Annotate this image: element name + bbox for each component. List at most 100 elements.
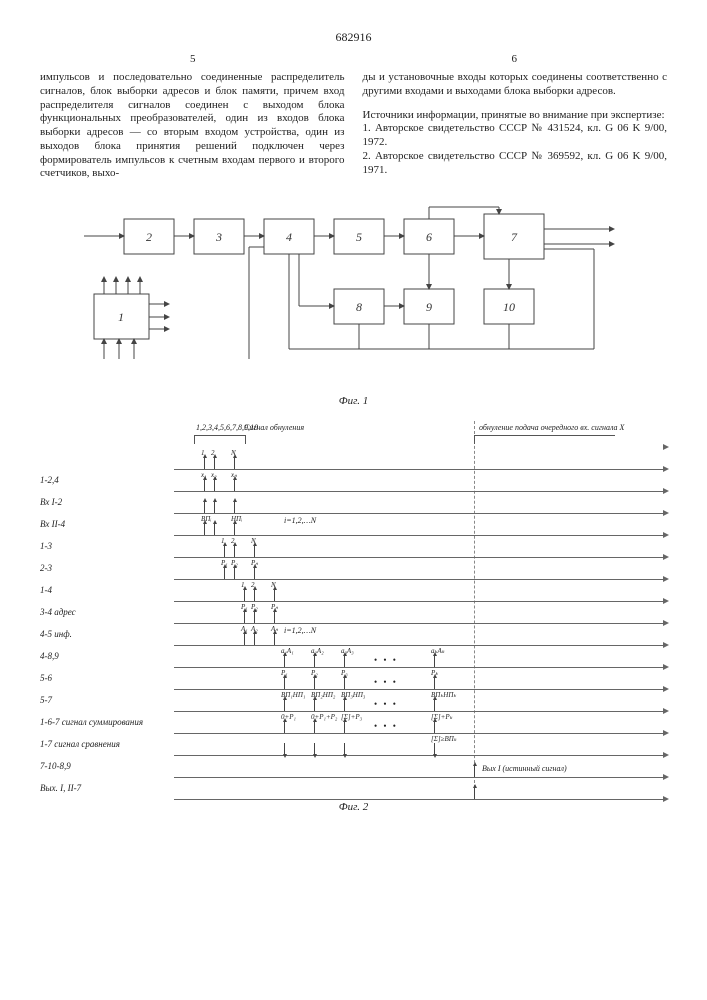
timing-pulse: N xyxy=(274,589,276,601)
timing-row-label: 1-3 xyxy=(40,541,174,551)
timing-track xyxy=(174,777,667,800)
block-8-label: 8 xyxy=(356,300,362,314)
timing-pulse: A₁ xyxy=(244,633,246,645)
timing-track: Вых I (истинный сигнал) xyxy=(174,755,667,778)
timing-row-label: 5-6 xyxy=(40,673,174,683)
timing-track: ВП₁НП₁ВП₂НП₂ВП₃НП₃ВПₖНПₖ• • • xyxy=(174,689,667,712)
timing-row-label: 3-4 адрес xyxy=(40,607,174,617)
timing-pulse: Pₖ xyxy=(434,677,436,689)
timing-track: ВПᵢНПᵢi=1,2,…N xyxy=(174,513,667,536)
timing-row-label: Вх I-2 xyxy=(40,497,174,507)
timing-pulse: 1 xyxy=(204,457,206,469)
timing-track: 12N xyxy=(174,535,667,558)
timing-row-label: Вх II-4 xyxy=(40,519,174,529)
timing-pulse xyxy=(234,501,236,513)
timing-pulse: P₁ xyxy=(244,611,246,623)
timing-row-label: 1-7 сигнал сравнения xyxy=(40,739,174,749)
timing-pulse: x₁ xyxy=(204,479,206,491)
timing-pulse: P₁ xyxy=(284,677,286,689)
timing-pulse: P₁ xyxy=(224,567,226,579)
timing-pulse: ВП₃НП₃ xyxy=(344,699,346,711)
block-4-label: 4 xyxy=(286,230,292,244)
column-numbers: 5 6 xyxy=(40,53,667,65)
timing-row: Вх II-4ВПᵢНПᵢi=1,2,…N xyxy=(40,513,667,535)
block-6-label: 6 xyxy=(426,230,432,244)
timing-pulse: 0+P₁ xyxy=(284,721,286,733)
timing-row-label: 5-7 xyxy=(40,695,174,705)
timing-pulse: Pₙ xyxy=(274,611,276,623)
timing-row-label: 4-5 инф. xyxy=(40,629,174,639)
block-5-label: 5 xyxy=(356,230,362,244)
timing-row: 5-6P₁P₂P₃Pₖ• • • xyxy=(40,667,667,689)
left-column: импульсов и последовательно соединенные … xyxy=(40,71,345,181)
timing-pulse xyxy=(474,765,476,777)
timing-pulse: P₂ xyxy=(254,611,256,623)
timing-pulse: 1 xyxy=(224,545,226,557)
timing-row: 1-4 12 N xyxy=(40,579,667,601)
timing-pulse xyxy=(214,523,216,535)
ref-1: 1. Авторское свидетельство СССР № 431524… xyxy=(363,122,668,150)
timing-row-label: 1-2,4 xyxy=(40,475,174,485)
col-left-num: 5 xyxy=(190,53,196,65)
timing-track: [Σ]≥ВПₖ xyxy=(174,733,667,756)
block-7-label: 7 xyxy=(511,230,518,244)
doc-number: 682916 xyxy=(40,30,667,45)
timing-pulse xyxy=(214,501,216,513)
timing-row: 1-312N xyxy=(40,535,667,557)
timing-pulse: 0+P₁+P₂ xyxy=(314,721,316,733)
timing-row: Вых. I, II-7 xyxy=(40,777,667,799)
timing-pulse: [Σ]≥ВПₖ xyxy=(434,743,436,755)
timing-pulse: ВП₁НП₁ xyxy=(284,699,286,711)
timing-row: 3-4 адрес P₁ P₂ Pₙ xyxy=(40,601,667,623)
fig2-caption: Фиг. 2 xyxy=(40,801,667,813)
block-3-label: 3 xyxy=(215,230,222,244)
timing-pulse: a₃A₃ xyxy=(344,655,346,667)
timing-pulse xyxy=(474,787,476,799)
timing-track: 0+P₁0+P₁+P₂[Σ]+P₃[Σ]+Pₖ• • • xyxy=(174,711,667,734)
block-2-label: 2 xyxy=(146,230,152,244)
timing-pulse xyxy=(204,501,206,513)
timing-pulse xyxy=(284,743,286,755)
timing-pulse: [Σ]+Pₖ xyxy=(434,721,436,733)
block-1-label: 1 xyxy=(118,310,124,324)
timing-row: Вх I-2 xyxy=(40,491,667,513)
timing-row-label: 7-10-8,9 xyxy=(40,761,174,771)
timing-row-label: 1-4 xyxy=(40,585,174,595)
timing-track: a₁A₁a₂A₂a₃A₃aₖAₖ• • • xyxy=(174,645,667,668)
timing-pulse: Aₙ xyxy=(274,633,276,645)
timing-pulse: 2 xyxy=(254,589,256,601)
timing-pulse: xₙ xyxy=(234,479,236,491)
refs-title: Источники информации, принятые во вниман… xyxy=(363,109,668,123)
timing-row-label: 1-6-7 сигнал суммирования xyxy=(40,717,174,727)
timing-row: 5-7ВП₁НП₁ВП₂НП₂ВП₃НП₃ВПₖНПₖ• • • xyxy=(40,689,667,711)
timing-pulse: 1 xyxy=(244,589,246,601)
timing-pulse: 2 xyxy=(234,545,236,557)
fig1-caption: Фиг. 1 xyxy=(40,395,667,407)
timing-pulse: [Σ]+P₃ xyxy=(344,721,346,733)
timing-pulse: a₂A₂ xyxy=(314,655,316,667)
timing-pulse: Pₙ xyxy=(254,567,256,579)
timing-track: x₁ x₂ xₙ xyxy=(174,469,667,492)
timing-pulse: НПᵢ xyxy=(234,523,236,535)
timing-track: A₁A₂Aₙi=1,2,…N xyxy=(174,623,667,646)
timing-row-label: Вых. I, II-7 xyxy=(40,783,174,793)
timing-pulse xyxy=(314,743,316,755)
timing-pulse: a₁A₁ xyxy=(284,655,286,667)
timing-row: 4-5 инф.A₁A₂Aₙi=1,2,…N xyxy=(40,623,667,645)
block-9-label: 9 xyxy=(426,300,432,314)
timing-row: 1-6-7 сигнал суммирования 0+P₁ 0+P₁+P₂ [Σ]+… xyxy=(40,711,667,733)
timing-pulse: P₂ xyxy=(314,677,316,689)
timing-pulse: P₃ xyxy=(344,677,346,689)
references: Источники информации, принятые во вниман… xyxy=(363,109,668,178)
timing-pulse: x₂ xyxy=(214,479,216,491)
timing-row-label: 2-3 xyxy=(40,563,174,573)
timing-row-label: 4-8,9 xyxy=(40,651,174,661)
figure-1-block-diagram: 1 2 3 4 5 6 7 8 9 10 xyxy=(54,199,654,379)
timing-pulse: ВП₂НП₂ xyxy=(314,699,316,711)
timing-track xyxy=(174,491,667,514)
figure-2-timing: Сигнал обнуленияобнуление подача очередн… xyxy=(40,425,667,799)
timing-pulse: P₂ xyxy=(234,567,236,579)
timing-track: 12N xyxy=(174,447,667,470)
timing-row: 12N xyxy=(40,447,667,469)
timing-row: 4-8,9a₁A₁a₂A₂a₃A₃aₖAₖ• • • xyxy=(40,645,667,667)
